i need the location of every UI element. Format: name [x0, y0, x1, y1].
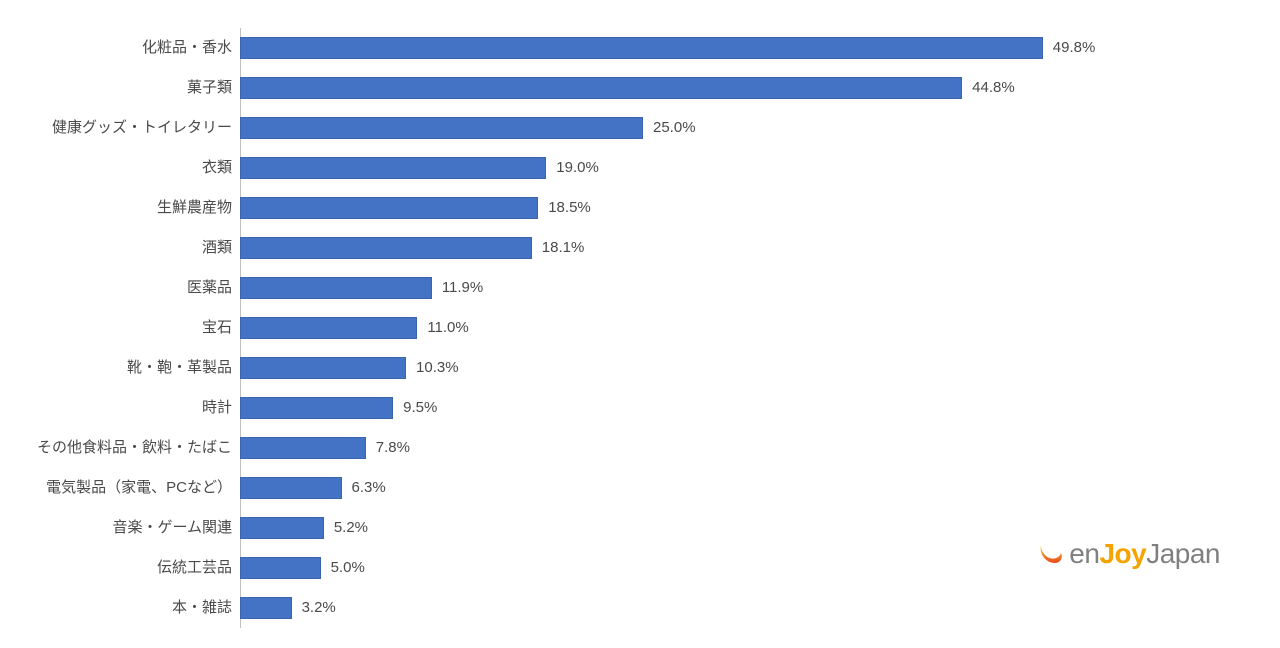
- category-label: 衣類: [202, 157, 232, 179]
- bar: [240, 317, 417, 339]
- bar-row: 11.9%: [240, 268, 1180, 308]
- value-label: 5.0%: [331, 557, 365, 579]
- bar-row: 10.3%: [240, 348, 1180, 388]
- bar: [240, 437, 366, 459]
- category-labels-column: 化粧品・香水菓子類健康グッズ・トイレタリー衣類生鮮農産物酒類医薬品宝石靴・鞄・革…: [0, 28, 232, 628]
- category-label: 時計: [202, 397, 232, 419]
- category-label: 本・雑誌: [172, 597, 232, 619]
- value-label: 10.3%: [416, 357, 459, 379]
- bar: [240, 157, 546, 179]
- value-label: 9.5%: [403, 397, 437, 419]
- chart-container: 化粧品・香水菓子類健康グッズ・トイレタリー衣類生鮮農産物酒類医薬品宝石靴・鞄・革…: [0, 0, 1280, 648]
- bar: [240, 597, 292, 619]
- bar: [240, 117, 643, 139]
- bar: [240, 357, 406, 379]
- bar-row: 18.5%: [240, 188, 1180, 228]
- bar: [240, 197, 538, 219]
- bar: [240, 517, 324, 539]
- bar: [240, 237, 532, 259]
- bar-row: 49.8%: [240, 28, 1180, 68]
- swoosh-icon: [1037, 539, 1063, 570]
- watermark-text-japan: Japan: [1146, 538, 1220, 569]
- category-label: 伝統工芸品: [157, 557, 232, 579]
- category-label: その他食料品・飲料・たばこ: [37, 437, 232, 459]
- category-label: 音楽・ゲーム関連: [112, 517, 232, 539]
- bar-row: 18.1%: [240, 228, 1180, 268]
- category-label: 電気製品（家電、PCなど）: [46, 477, 232, 499]
- category-label: 宝石: [202, 317, 232, 339]
- value-label: 18.1%: [542, 237, 585, 259]
- category-label: 化粧品・香水: [142, 37, 232, 59]
- bar: [240, 397, 393, 419]
- value-label: 49.8%: [1053, 37, 1096, 59]
- value-label: 3.2%: [302, 597, 336, 619]
- watermark-logo: enJoyJapan: [1037, 538, 1220, 570]
- bar: [240, 77, 962, 99]
- bar-row: 19.0%: [240, 148, 1180, 188]
- value-label: 18.5%: [548, 197, 591, 219]
- category-label: 生鮮農産物: [157, 197, 232, 219]
- watermark-text: enJoyJapan: [1069, 538, 1220, 570]
- category-label: 靴・鞄・革製品: [127, 357, 232, 379]
- value-label: 7.8%: [376, 437, 410, 459]
- watermark-text-joy: Joy: [1099, 538, 1146, 569]
- category-label: 医薬品: [187, 277, 232, 299]
- value-label: 25.0%: [653, 117, 696, 139]
- bar: [240, 277, 432, 299]
- bar: [240, 477, 342, 499]
- category-label: 酒類: [202, 237, 232, 259]
- bar-row: 7.8%: [240, 428, 1180, 468]
- value-label: 6.3%: [352, 477, 386, 499]
- category-label: 菓子類: [187, 77, 232, 99]
- value-label: 11.0%: [427, 317, 468, 339]
- category-label: 健康グッズ・トイレタリー: [52, 117, 232, 139]
- bar-row: 9.5%: [240, 388, 1180, 428]
- watermark-text-en: en: [1069, 538, 1099, 569]
- value-label: 5.2%: [334, 517, 368, 539]
- bar-row: 25.0%: [240, 108, 1180, 148]
- bar-row: 11.0%: [240, 308, 1180, 348]
- bar: [240, 37, 1043, 59]
- bar: [240, 557, 321, 579]
- value-label: 44.8%: [972, 77, 1015, 99]
- bar-row: 6.3%: [240, 468, 1180, 508]
- bar-row: 3.2%: [240, 588, 1180, 628]
- bar-row: 44.8%: [240, 68, 1180, 108]
- value-label: 11.9%: [442, 277, 483, 299]
- value-label: 19.0%: [556, 157, 599, 179]
